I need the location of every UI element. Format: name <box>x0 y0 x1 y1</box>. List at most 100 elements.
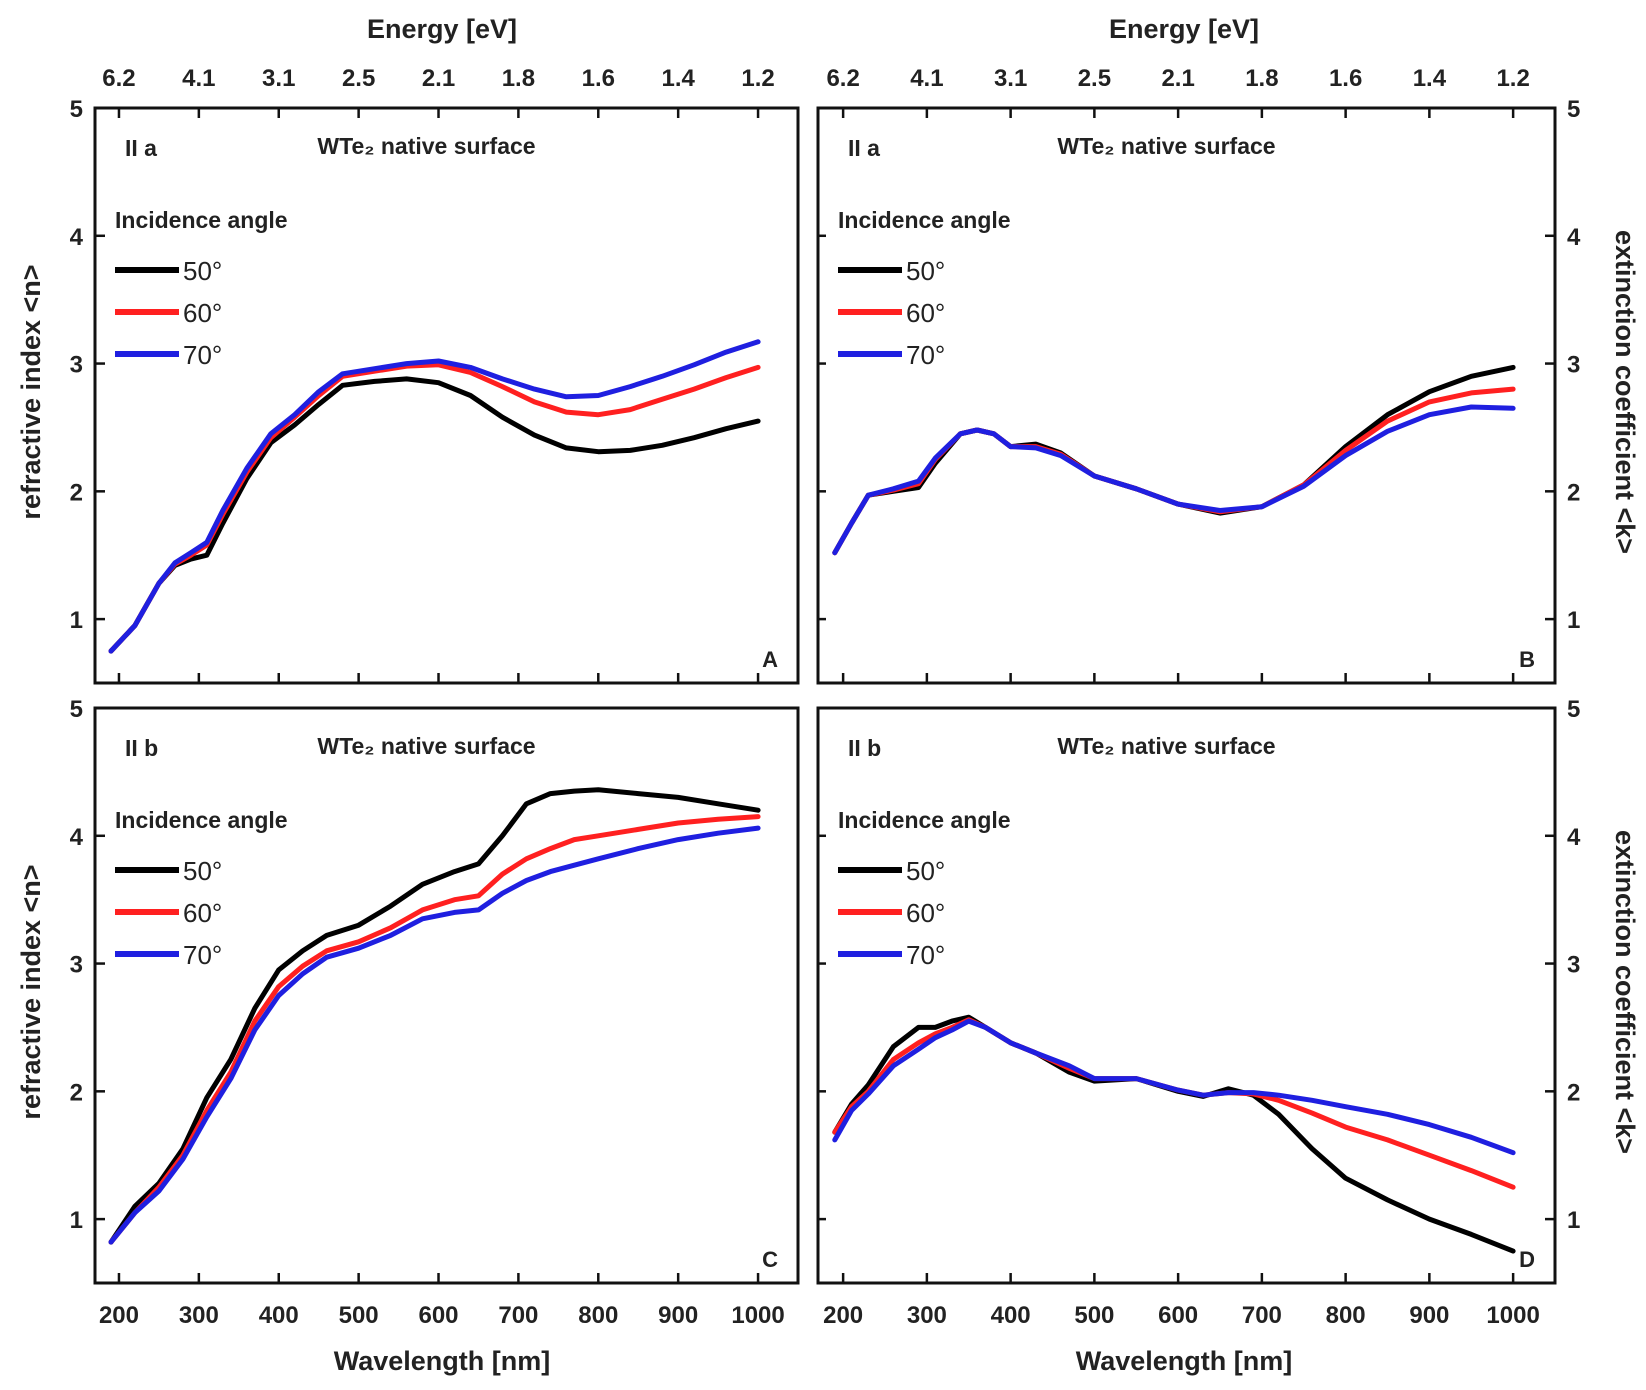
legend-label-70: 70° <box>906 940 945 970</box>
right-axis-title-top: extinction coefficient <k> <box>1610 230 1640 554</box>
plot-frame-d <box>816 706 1557 1285</box>
x-tick-label: 1000 <box>1486 1302 1539 1329</box>
legend-label-70: 70° <box>906 340 945 370</box>
y-tick-label: 1 <box>1567 1207 1580 1234</box>
panel-d: 200 300 400 500 600 700 800 900 1000 1 2 3 4 5 II b WTe… <box>816 696 1581 1329</box>
x-tick-label: 300 <box>907 1302 947 1329</box>
top-tick-label: 1.2 <box>1496 65 1529 92</box>
x-tick-label: 600 <box>1158 1302 1198 1329</box>
legend-title: Incidence angle <box>838 207 1011 233</box>
series-line-60 <box>832 1017 1516 1190</box>
panel-title: WTe₂ native surface <box>317 133 535 159</box>
top-axis-title-right: Energy [eV] <box>1109 14 1259 44</box>
panel-letter: D <box>1519 1247 1535 1272</box>
top-tick-label: 2.5 <box>1078 65 1111 92</box>
series-line-70 <box>108 339 761 654</box>
y-tick-label: 5 <box>70 696 83 723</box>
series-line-60 <box>108 814 761 1245</box>
top-tick-label: 1.2 <box>741 65 774 92</box>
top-tick-label: 1.8 <box>502 65 535 92</box>
top-axis-title-left: Energy [eV] <box>367 14 517 44</box>
x-tick-label: 800 <box>578 1302 618 1329</box>
legend-label-60: 60° <box>183 298 222 328</box>
y-tick-label: 4 <box>1567 224 1581 251</box>
legend-label-50: 50° <box>183 256 222 286</box>
panel-b: 6.2 4.1 3.1 2.5 2.1 1.8 1.6 1.4 1.2 1 2 3 4 5 II a WTe₂… <box>816 65 1581 685</box>
panel-letter: A <box>762 647 778 672</box>
panel-title: WTe₂ native surface <box>317 733 535 759</box>
x-tick-label: 500 <box>339 1302 379 1329</box>
legend-label-70: 70° <box>183 340 222 370</box>
panel-c: 200 300 400 500 600 700 800 900 1000 1 2 3 4 5 II b WTe… <box>70 696 800 1329</box>
legend-title: Incidence angle <box>115 807 288 833</box>
top-tick-label: 4.1 <box>182 65 215 92</box>
legend-title: Incidence angle <box>838 807 1011 833</box>
y-tick-label: 3 <box>1567 352 1580 379</box>
y-tick-label: 2 <box>1567 1079 1580 1106</box>
legend-label-70: 70° <box>183 940 222 970</box>
y-tick-label: 4 <box>1567 824 1581 851</box>
top-tick-label: 2.1 <box>422 65 455 92</box>
panel-letter: B <box>1519 647 1535 672</box>
bottom-axis-title-right: Wavelength [nm] <box>1076 1346 1293 1376</box>
y-tick-label: 2 <box>70 1079 83 1106</box>
y-tick-label: 3 <box>70 352 83 379</box>
series-line-60 <box>108 362 761 654</box>
panel-label: II b <box>125 735 158 761</box>
legend-label-50: 50° <box>906 256 945 286</box>
y-tick-label: 1 <box>70 607 83 634</box>
top-tick-label: 2.1 <box>1161 65 1194 92</box>
y-tick-label: 3 <box>1567 952 1580 979</box>
y-tick-label: 1 <box>1567 607 1580 634</box>
x-tick-label: 800 <box>1326 1302 1366 1329</box>
x-tick-label: 700 <box>498 1302 538 1329</box>
y-tick-label: 3 <box>70 952 83 979</box>
bottom-axis-title-left: Wavelength [nm] <box>334 1346 551 1376</box>
top-tick-label: 1.4 <box>661 65 695 92</box>
top-tick-label: 1.8 <box>1245 65 1278 92</box>
legend-title: Incidence angle <box>115 207 288 233</box>
top-tick-label: 1.4 <box>1413 65 1447 92</box>
top-tick-label: 6.2 <box>102 65 135 92</box>
x-tick-label: 1000 <box>731 1302 784 1329</box>
series-line-70 <box>108 825 761 1245</box>
legend-label-50: 50° <box>183 856 222 886</box>
x-tick-label: 400 <box>259 1302 299 1329</box>
series-line-60 <box>832 386 1516 556</box>
plot-frame-c <box>93 706 800 1285</box>
series-line-50 <box>108 376 761 654</box>
legend-label-60: 60° <box>906 298 945 328</box>
panel-letter: C <box>762 1247 778 1272</box>
x-tick-label: 400 <box>991 1302 1031 1329</box>
x-tick-label: 500 <box>1074 1302 1114 1329</box>
plot-frame-b <box>816 106 1557 685</box>
panel-label: II b <box>848 735 881 761</box>
y-tick-label: 4 <box>70 224 84 251</box>
legend-label-60: 60° <box>183 898 222 928</box>
y-tick-label: 4 <box>70 824 84 851</box>
series-line-50 <box>108 787 761 1245</box>
y-tick-label: 2 <box>1567 479 1580 506</box>
y-tick-label: 5 <box>70 96 83 123</box>
left-axis-title-bottom: refractive index <n> <box>16 864 46 1119</box>
right-axis-title-bottom: extinction coefficient <k> <box>1610 830 1640 1154</box>
left-axis-title-top: refractive index <n> <box>16 264 46 519</box>
panel-label: II a <box>125 135 157 161</box>
y-tick-label: 5 <box>1567 96 1580 123</box>
x-tick-label: 900 <box>658 1302 698 1329</box>
x-tick-label: 700 <box>1242 1302 1282 1329</box>
x-tick-label: 300 <box>179 1302 219 1329</box>
x-tick-label: 600 <box>418 1302 458 1329</box>
panel-a: 6.2 4.1 3.1 2.5 2.1 1.8 1.6 1.4 1.2 1 2 3 4 5 II a WTe₂… <box>70 65 800 685</box>
legend-label-50: 50° <box>906 856 945 886</box>
y-tick-label: 5 <box>1567 696 1580 723</box>
series-line-70 <box>832 1018 1516 1156</box>
legend-label-60: 60° <box>906 898 945 928</box>
top-tick-label: 3.1 <box>262 65 295 92</box>
x-tick-label: 200 <box>823 1302 863 1329</box>
top-tick-label: 6.2 <box>826 65 859 92</box>
y-tick-label: 2 <box>70 479 83 506</box>
plot-frame-a <box>93 106 800 685</box>
series-line-50 <box>832 1014 1516 1254</box>
